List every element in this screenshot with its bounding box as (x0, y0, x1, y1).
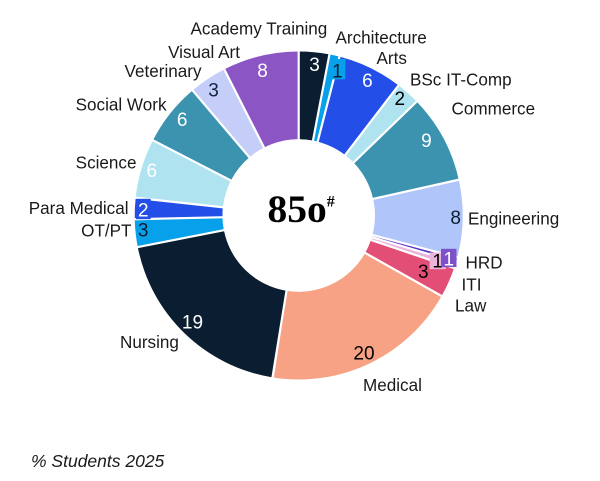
svg-text:8: 8 (450, 208, 461, 229)
svg-text:1: 1 (332, 62, 343, 83)
svg-text:2: 2 (138, 201, 149, 222)
svg-text:3: 3 (418, 262, 429, 283)
svg-text:HRD: HRD (466, 254, 503, 273)
svg-text:Law: Law (455, 296, 487, 315)
svg-text:1: 1 (443, 250, 454, 271)
svg-text:Architecture: Architecture (336, 28, 427, 47)
svg-text:85o#: 85o# (268, 187, 335, 231)
svg-text:Science: Science (76, 153, 137, 172)
svg-text:9: 9 (421, 131, 432, 152)
svg-text:3: 3 (138, 220, 149, 241)
svg-text:Commerce: Commerce (452, 100, 536, 119)
svg-text:Arts: Arts (377, 49, 407, 68)
svg-text:Nursing: Nursing (120, 333, 179, 352)
svg-text:ITI: ITI (462, 276, 482, 295)
svg-text:8: 8 (257, 61, 268, 82)
svg-text:Academy Training: Academy Training (191, 20, 328, 39)
svg-text:BSc IT-Comp: BSc IT-Comp (410, 71, 512, 90)
svg-text:Engineering: Engineering (468, 210, 559, 229)
svg-text:OT/PT: OT/PT (81, 221, 132, 240)
svg-text:6: 6 (177, 110, 188, 131)
svg-text:19: 19 (182, 313, 203, 334)
svg-text:Social Work: Social Work (76, 95, 167, 114)
svg-text:% Students 2025: % Students 2025 (31, 451, 165, 471)
svg-text:6: 6 (362, 71, 373, 92)
svg-text:3: 3 (309, 55, 320, 76)
svg-text:6: 6 (147, 161, 158, 182)
svg-text:Visual Art: Visual Art (168, 43, 240, 62)
svg-text:1: 1 (432, 252, 443, 273)
svg-text:2: 2 (395, 89, 406, 110)
svg-text:Medical: Medical (363, 376, 422, 395)
svg-text:Para Medical: Para Medical (29, 199, 129, 218)
svg-text:3: 3 (208, 80, 219, 101)
svg-text:20: 20 (353, 343, 374, 364)
svg-text:Veterinary: Veterinary (125, 62, 202, 81)
